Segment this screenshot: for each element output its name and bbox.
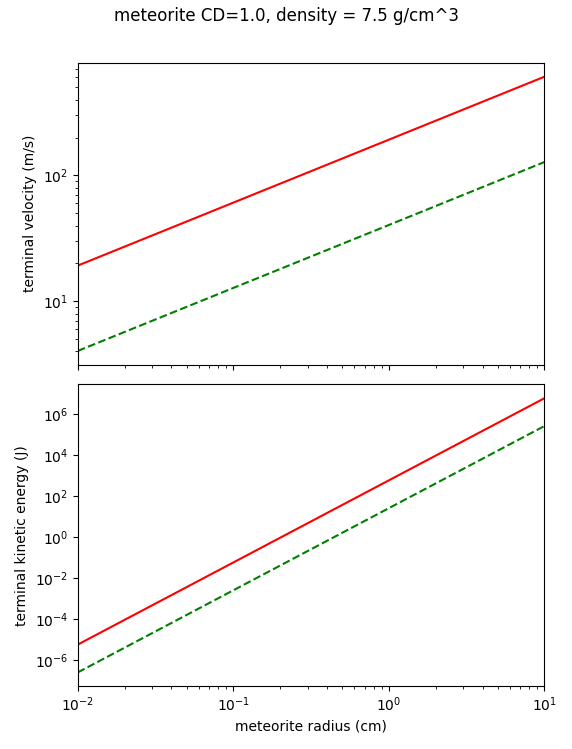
Y-axis label: terminal kinetic energy (J): terminal kinetic energy (J) bbox=[15, 445, 29, 625]
Text: meteorite CD=1.0, density = 7.5 g/cm^3: meteorite CD=1.0, density = 7.5 g/cm^3 bbox=[113, 7, 459, 25]
Y-axis label: terminal velocity (m/s): terminal velocity (m/s) bbox=[23, 135, 37, 293]
X-axis label: meteorite radius (cm): meteorite radius (cm) bbox=[235, 720, 387, 734]
